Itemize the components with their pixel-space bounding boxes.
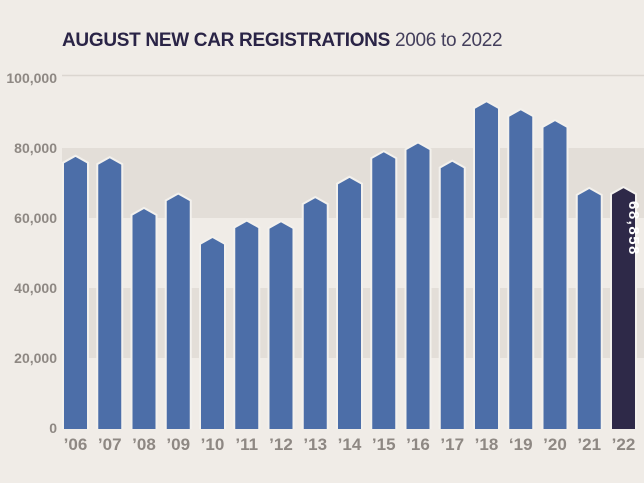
bar [267,220,295,429]
x-tick-label: ’07 [98,435,122,454]
bar [199,235,226,429]
chart-title-range: 2006 to 2022 [394,30,503,51]
x-tick-label: ’14 [338,435,362,454]
bar [130,206,158,429]
x-tick-label: ’21 [577,435,601,454]
x-tick-label: ’15 [372,435,396,454]
x-tick-label: ‘19 [509,435,533,454]
bar [404,141,432,429]
bar [336,175,363,429]
y-tick-label: 20,000 [14,350,57,366]
y-tick-label: 100,000 [6,70,57,86]
chart-title: AUGUST NEW CAR REGISTRATIONS 2006 to 2022 [62,30,503,52]
bar [233,219,261,429]
bar [438,159,466,429]
y-tick-label: 60,000 [14,210,57,226]
x-tick-label: ’13 [303,435,327,454]
bar [164,192,192,429]
bar [62,154,89,429]
x-tick-label: ’08 [132,435,156,454]
y-tick-label: 0 [49,420,57,436]
x-tick-label: ’17 [440,435,464,454]
x-tick-label: ’09 [166,435,190,454]
bar [541,118,569,429]
bar [507,108,535,429]
x-tick-label: ’06 [64,435,88,454]
x-tick-label: ’16 [406,435,430,454]
y-tick-label: 40,000 [14,280,57,296]
y-tick-label: 80,000 [14,140,57,156]
x-tick-label: ’18 [475,435,499,454]
bar [473,99,500,429]
bar-value-label: 68,858 [625,201,642,256]
x-tick-label: ’20 [543,435,567,454]
bar [96,155,124,429]
bar [301,195,329,429]
x-tick-label: ’22 [612,435,636,454]
bar [370,150,398,429]
x-tick-label: ’12 [269,435,293,454]
x-tick-label: ’10 [201,435,225,454]
bar [575,186,603,429]
bar-highlight [610,185,637,429]
x-tick-label: ’11 [235,435,258,454]
chart-title-main: AUGUST NEW CAR REGISTRATIONS [62,30,390,51]
